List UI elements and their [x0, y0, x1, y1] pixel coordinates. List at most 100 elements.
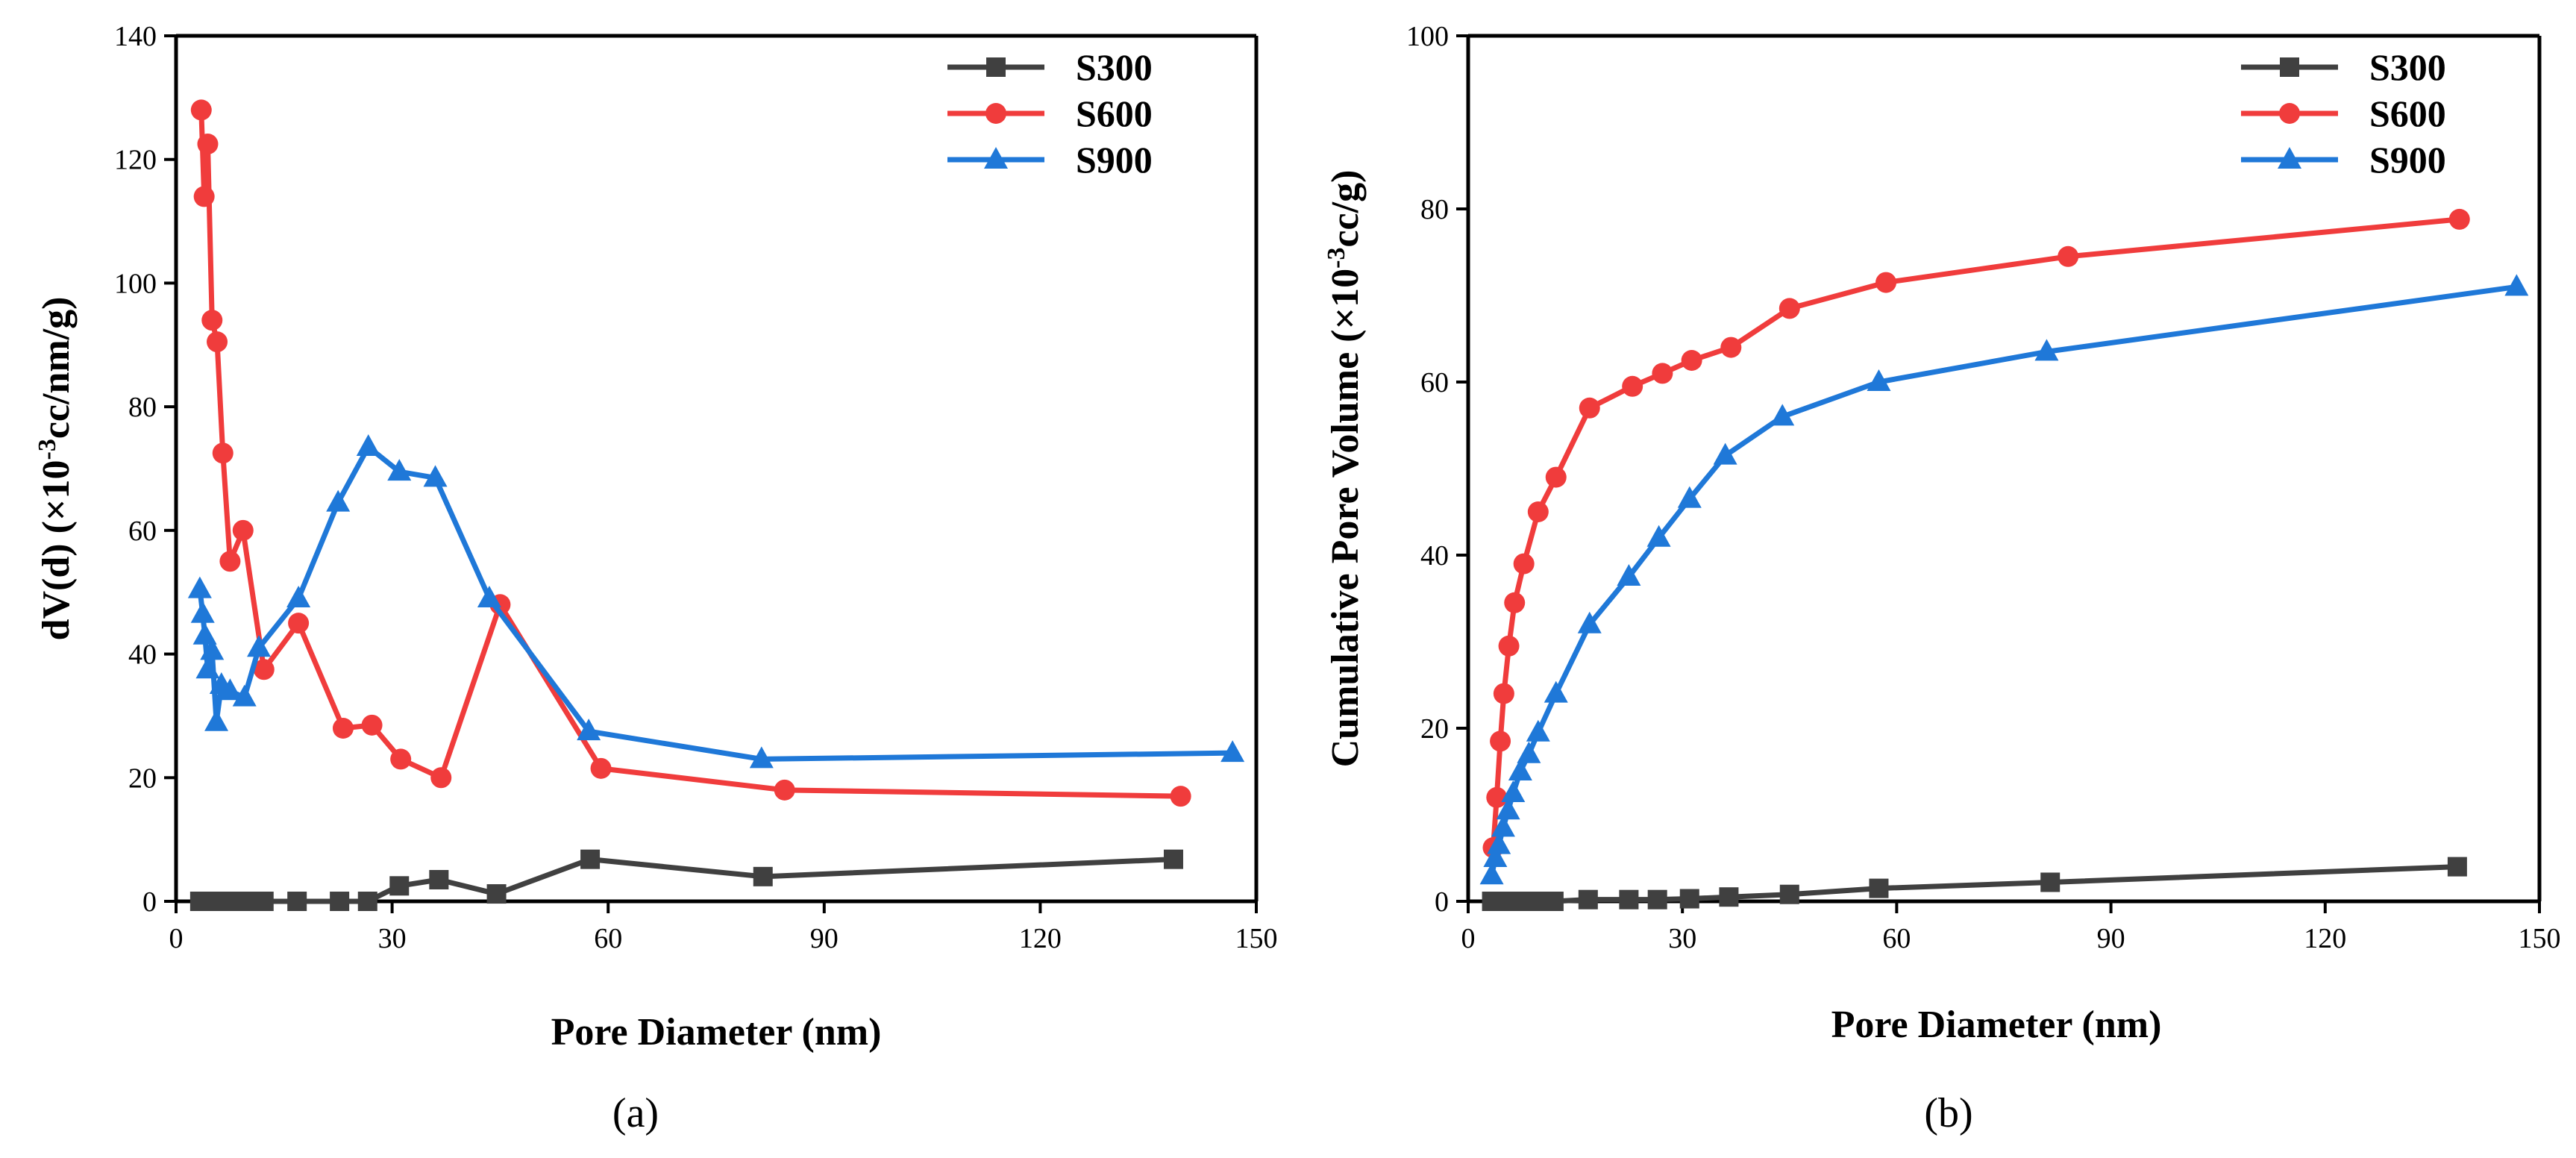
data-point-a-s300-14	[429, 870, 449, 889]
data-point-a-s600-0	[190, 99, 212, 121]
x-tick-label-b-0: 0	[1461, 923, 1476, 954]
y-axis-title-prefix-a: dV(d) (×10	[35, 460, 78, 640]
data-point-b-s300-11	[1578, 889, 1598, 910]
data-point-a-s600-1	[193, 186, 215, 207]
data-point-b-s600-12	[1681, 350, 1702, 371]
legend-marker-a-s900	[984, 147, 1008, 169]
x-tick-label-b-3: 90	[2097, 923, 2125, 954]
data-point-a-s600-6	[219, 551, 241, 572]
legend-label-b-s900: S900	[2369, 139, 2446, 181]
x-axis-title-b: Pore Diameter (nm)	[1831, 1004, 2162, 1046]
data-point-b-s600-1	[1486, 786, 1508, 808]
data-point-b-s600-2	[1490, 730, 1511, 752]
series-group-b	[1479, 208, 2529, 911]
data-point-b-s600-11	[1652, 363, 1673, 384]
legend-label-a-s600: S600	[1076, 93, 1153, 134]
data-point-b-s300-13	[1647, 889, 1667, 910]
data-point-a-s900-15	[477, 586, 501, 607]
data-point-b-s900-12	[1646, 525, 1671, 547]
data-point-a-s600-2	[197, 134, 219, 154]
data-point-b-s600-8	[1545, 466, 1567, 488]
data-point-b-s600-6	[1513, 553, 1535, 575]
y-axis-title-a: dV(d) (×10-3cc/nm/g)	[34, 297, 78, 641]
y-tick-label-b-5: 100	[1406, 21, 1449, 52]
data-point-a-s600-7	[232, 519, 254, 541]
data-point-b-s600-15	[1875, 272, 1897, 293]
data-point-a-s900-10	[286, 586, 311, 607]
data-point-b-s600-3	[1493, 683, 1514, 704]
legend-marker-b-s300	[2280, 57, 2299, 77]
ticks-a: 0 30 60 90 120 150 0 20 40 60 80 100 120 140	[114, 21, 1278, 954]
data-point-a-s600-13	[430, 767, 452, 789]
legend-a: S300 S600 S900	[947, 46, 1153, 181]
data-point-b-s600-16	[2058, 245, 2079, 267]
series-line-a-s600	[198, 110, 1181, 799]
data-point-b-s300-19	[2447, 857, 2467, 877]
legend-marker-b-s900	[2278, 147, 2301, 169]
data-point-a-s600-5	[212, 442, 234, 464]
data-point-a-s300-10	[287, 892, 307, 911]
x-tick-label-a-0: 0	[169, 923, 184, 954]
data-point-b-s900-9	[1544, 680, 1568, 703]
y-axis-title-sup-a: -3	[34, 439, 61, 460]
data-point-b-s900-3	[1491, 815, 1515, 837]
y-tick-label-a-0: 0	[142, 886, 157, 918]
y-axis-title-suffix-a: cc/nm/g)	[35, 297, 78, 439]
data-point-a-s300-17	[753, 866, 773, 886]
data-point-a-s300-12	[357, 892, 377, 911]
data-point-b-s900-11	[1617, 564, 1641, 586]
x-tick-label-a-3: 90	[810, 923, 839, 954]
data-point-a-s900-5	[204, 709, 229, 731]
legend-label-a-s900: S900	[1076, 139, 1153, 181]
y-axis-title-prefix-b: Cumulative Pore Volume (×10	[1324, 269, 1367, 768]
ticks-b: 0 30 60 90 120 150 0 20 40 60 80 100	[1406, 21, 2561, 954]
data-point-b-s900-5	[1501, 780, 1526, 802]
x-tick-label-a-5: 150	[1235, 923, 1278, 954]
data-point-a-s600-15	[590, 757, 612, 779]
x-tick-label-b-2: 60	[1882, 923, 1911, 954]
data-point-a-s600-17	[1170, 786, 1191, 807]
y-tick-label-a-2: 40	[128, 639, 157, 671]
y-tick-label-b-3: 60	[1420, 367, 1449, 398]
legend-marker-b-s600	[2279, 103, 2300, 124]
data-point-a-s600-9	[288, 613, 310, 634]
data-point-b-s900-1	[1483, 845, 1508, 867]
data-point-a-s900-4	[200, 638, 225, 660]
data-point-a-s900-8	[232, 684, 257, 707]
data-point-a-s900-18	[1220, 740, 1245, 763]
chart-panel-b: 0 30 60 90 120 150 0 20 40 60 80 100 S300 S600 S900 P…	[1323, 21, 2561, 1136]
data-point-b-s900-10	[1577, 611, 1602, 633]
y-tick-label-a-7: 140	[114, 21, 157, 52]
data-point-a-s600-8	[253, 659, 275, 680]
data-point-a-s600-3	[201, 310, 223, 331]
legend-b: S300 S600 S900	[2241, 46, 2446, 181]
data-point-b-s600-7	[1527, 501, 1549, 522]
series-group-a	[187, 99, 1245, 911]
data-point-b-s900-7	[1517, 741, 1541, 763]
y-tick-label-a-5: 100	[114, 268, 157, 299]
data-point-b-s600-10	[1622, 375, 1643, 397]
data-point-a-s900-17	[749, 746, 774, 769]
data-point-a-s300-18	[1163, 849, 1183, 869]
panel-label-a: (a)	[612, 1090, 659, 1136]
y-tick-label-a-1: 20	[128, 763, 157, 794]
data-point-a-s600-4	[207, 331, 228, 353]
data-point-b-s900-18	[2504, 274, 2529, 296]
data-point-a-s900-11	[326, 489, 351, 512]
y-tick-label-b-2: 40	[1420, 540, 1449, 572]
data-point-a-s900-13	[387, 459, 412, 481]
data-point-b-s900-2	[1487, 832, 1511, 854]
x-tick-label-b-4: 120	[2304, 923, 2346, 954]
data-point-a-s900-2	[192, 622, 217, 645]
data-point-b-s300-16	[1779, 884, 1799, 904]
data-point-b-s900-15	[1770, 404, 1795, 426]
data-point-b-s300-12	[1619, 889, 1639, 910]
data-point-a-s900-9	[247, 635, 272, 657]
series-line-b-s900	[1489, 284, 2517, 876]
data-point-a-s900-12	[356, 434, 380, 456]
y-tick-label-b-0: 0	[1435, 886, 1449, 918]
data-point-a-s300-13	[389, 876, 410, 896]
data-point-a-s300-15	[486, 884, 507, 904]
x-axis-title-a: Pore Diameter (nm)	[551, 1011, 882, 1054]
